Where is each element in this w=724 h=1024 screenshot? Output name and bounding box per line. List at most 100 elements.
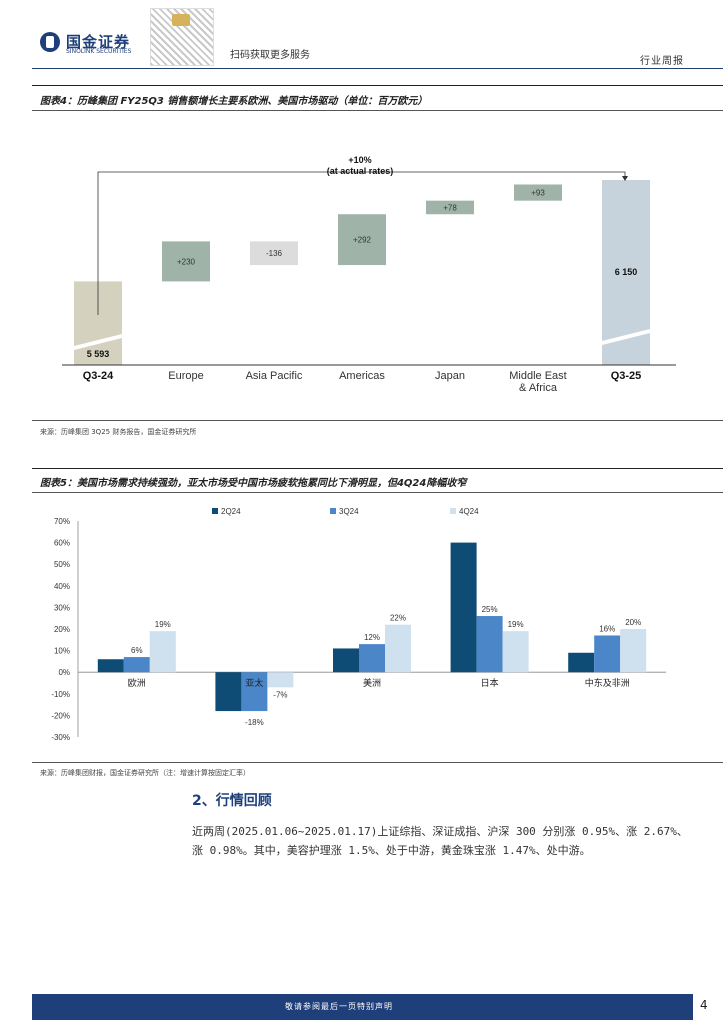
growth-bar-chart: 2Q24 3Q24 4Q24 70% 60% 50% 40% 30% 20% 10% 0% -10%… [51,507,666,742]
figure4-top-rule [32,85,723,86]
legend-swatch [330,508,336,514]
growth-bar [502,631,529,673]
page-number: 4 [700,998,708,1012]
bar-value-label: 19% [155,620,171,629]
header-divider [32,68,723,69]
y-tick-label: 30% [54,603,70,612]
figure5-caption: 图表5：美国市场需求持续强劲，亚太市场受中国市场疲软拖累同比下滑明显，但4Q24… [40,478,467,489]
waterfall-category-label: Q3-24 [83,370,114,382]
bar-value-label: 6% [131,646,143,655]
growth-bar [149,631,176,673]
qr-code-logo-icon [172,14,190,26]
waterfall-annotation-pct: +10% [348,155,371,165]
figure4-source: 来源：历峰集团 3Q25 财务报告，国金证券研究所 [40,428,197,436]
growth-bar [215,672,242,712]
waterfall-value-label: +93 [531,189,545,198]
growth-bar [620,629,647,673]
waterfall-value-label: 5 593 [87,349,110,359]
bar-value-label: 25% [482,605,498,614]
footer-bar [32,994,693,1020]
figure4-caption-rule [32,110,723,111]
waterfall-category-label: Japan [435,370,465,382]
y-tick-label: -30% [51,733,70,742]
legend-label: 3Q24 [339,507,359,516]
x-category-label: 美洲 [363,677,381,688]
growth-bar [450,542,477,673]
company-name: 国金证券 [66,33,131,51]
figure5-source-rule [32,762,723,763]
bar-value-label: 20% [625,618,641,627]
y-tick-label: 50% [54,560,70,569]
company-logo-icon [40,32,60,52]
company-name-en: SINOLINK SECURITIES [66,48,132,55]
section-title: 2、行情回顾 [192,793,272,809]
waterfall-bar [426,200,474,215]
growth-bar [385,624,411,673]
y-tick-label: 40% [54,582,70,591]
axis-break-mark [602,329,650,345]
x-category-label: 亚太 [245,677,263,688]
bar-value-label: 22% [390,614,406,623]
waterfall-category-label: Asia Pacific [246,370,303,382]
y-tick-label: 60% [54,539,70,548]
waterfall-value-label: +78 [443,203,457,212]
growth-bar [333,648,359,673]
waterfall-bar [338,214,386,266]
y-tick-label: 0% [58,668,70,677]
growth-bar [267,672,294,688]
growth-bar [594,635,621,673]
figure4-source-rule [32,420,723,421]
bar-value-label: -7% [273,690,287,699]
section-paragraph: 近两周(2025.01.06~2025.01.17)上证综指、深证成指、沪深 3… [192,822,692,860]
paragraph-line: 涨 0.98%。其中，美容护理涨 1.5%、处于中游，黄金珠宝涨 1.47%、处… [192,844,591,857]
x-category-label: 欧洲 [128,677,146,688]
figure5-top-rule [32,468,723,469]
waterfall-value-label: 6 150 [615,267,638,277]
waterfall-value-label: -136 [266,249,283,258]
footer-disclaimer: 敬请参阅最后一页特别声明 [285,1002,393,1011]
report-type: 行业周报 [640,56,684,67]
waterfall-growth-bracket [97,171,626,315]
legend-label: 2Q24 [221,507,241,516]
y-tick-label: 20% [54,625,70,634]
figure5-caption-rule [32,492,723,493]
axis-break-mark [74,334,122,350]
legend-swatch [450,508,456,514]
waterfall-value-label: +230 [177,257,196,266]
bar-value-label: -18% [245,718,264,727]
bar-value-label: 19% [508,620,524,629]
paragraph-line: 近两周(2025.01.06~2025.01.17)上证综指、深证成指、沪深 3… [192,825,688,838]
waterfall-annotation-note: (at actual rates) [327,166,394,176]
growth-bar [97,659,124,673]
growth-bar [359,644,385,673]
waterfall-value-label: +292 [353,236,372,245]
qr-code-icon [150,8,214,66]
waterfall-chart: 5 593 Q3-24 +230 Europe -136 Asia Pacific +292… [62,155,676,394]
waterfall-bar [514,184,562,201]
y-tick-label: -20% [51,711,70,720]
growth-bar [568,652,595,673]
waterfall-category-label: Q3-25 [611,370,642,382]
qr-caption: 扫码获取更多服务 [230,50,310,61]
waterfall-bar [162,241,210,282]
figure4-caption: 图表4：历峰集团 FY25Q3 销售额增长主要系欧洲、美国市场驱动（单位：百万欧… [40,96,428,107]
waterfall-arrow-icon [622,176,628,181]
bar-value-label: 12% [364,633,380,642]
waterfall-category-label: Americas [339,370,385,382]
waterfall-category-label: & Africa [519,382,558,394]
bar-value-label: 16% [599,624,615,633]
legend-label: 4Q24 [459,507,479,516]
growth-bar [123,657,150,673]
growth-bar [241,672,268,712]
figure5-source: 来源：历峰集团财报，国金证券研究所（注：增速计算按固定汇率） [40,769,250,777]
y-tick-label: 70% [54,517,70,526]
waterfall-bar [250,241,298,266]
legend-swatch [212,508,218,514]
waterfall-category-label: Europe [168,370,203,382]
y-tick-label: 10% [54,647,70,656]
x-category-label: 日本 [481,677,499,688]
growth-bar [476,616,503,673]
x-category-label: 中东及非洲 [585,677,630,688]
y-tick-label: -10% [51,690,70,699]
waterfall-category-label: Middle East [509,370,566,382]
